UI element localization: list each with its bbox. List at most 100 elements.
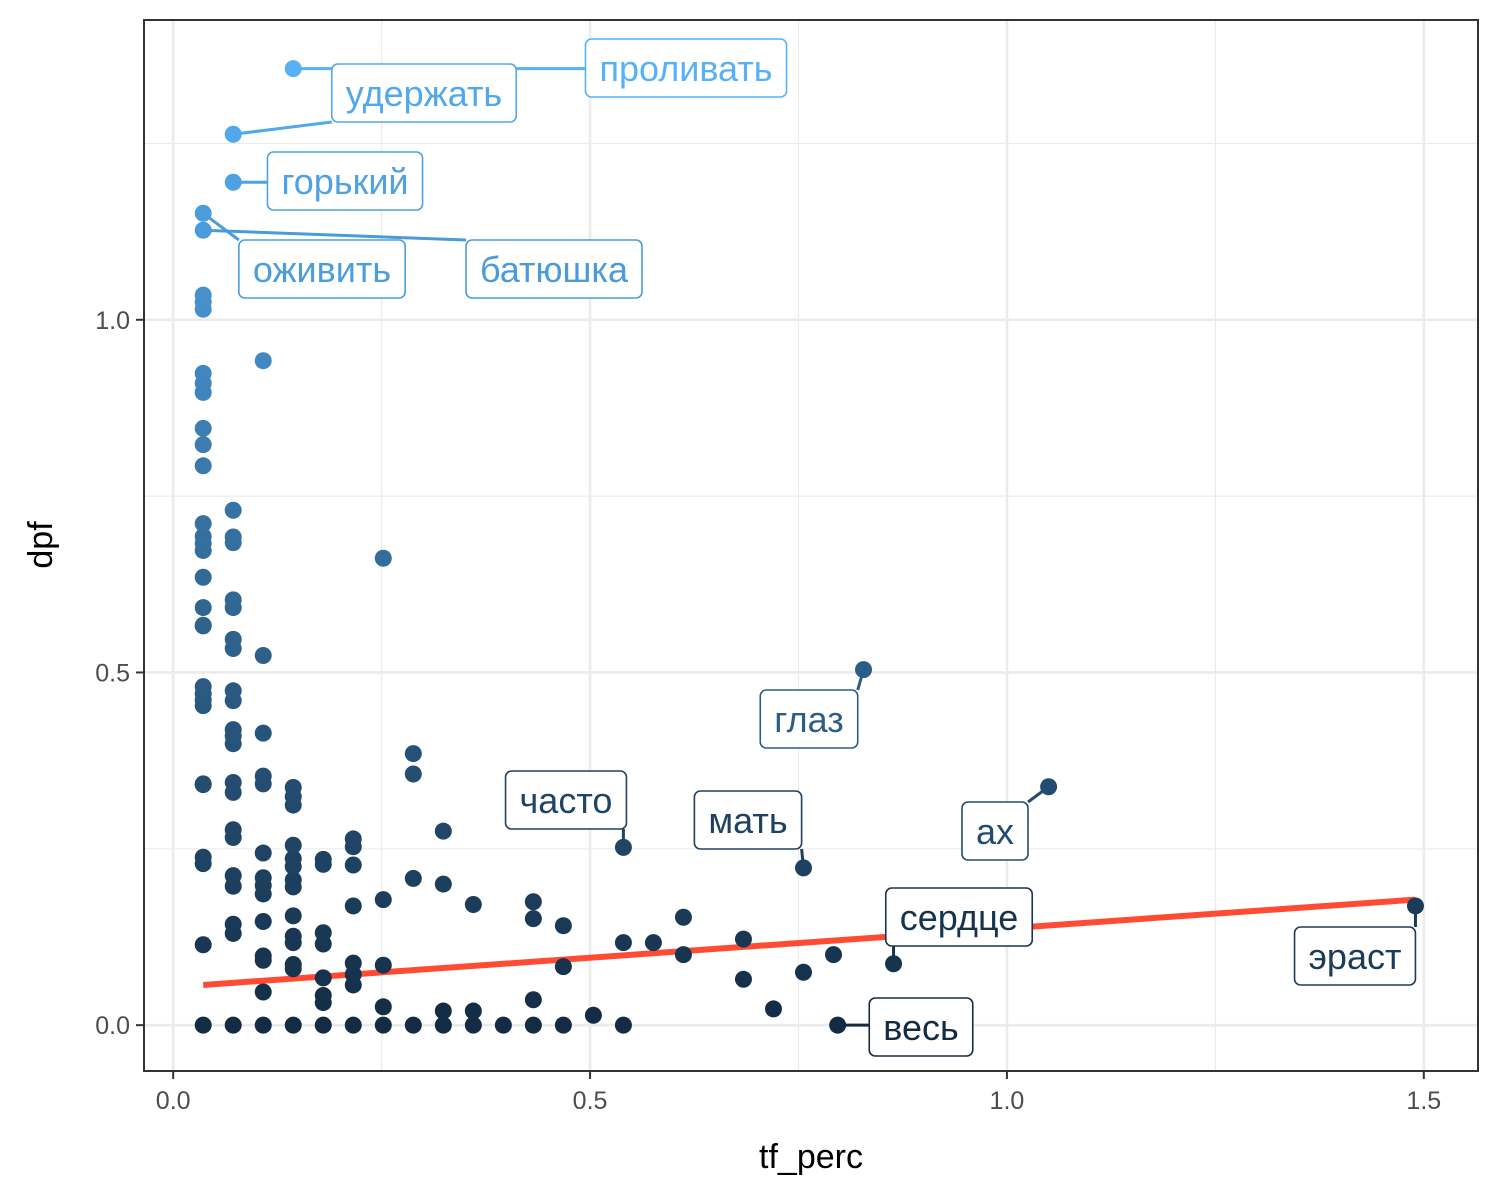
point-label: удержать [233, 63, 518, 136]
label-box [266, 151, 424, 211]
label-box [238, 239, 406, 299]
label-text: весь [883, 1007, 959, 1048]
data-point [224, 501, 242, 519]
data-point [374, 549, 392, 567]
data-point [764, 1000, 782, 1018]
data-point [434, 1016, 452, 1034]
label-connector [202, 212, 240, 242]
data-point [344, 1016, 362, 1034]
data-point [314, 969, 332, 987]
data-point [494, 1016, 512, 1034]
y-axis-ticks: 0.0 0.5 1.0 [95, 307, 144, 1040]
data-point [194, 436, 212, 454]
data-point [464, 1016, 482, 1034]
point-label: эраст [1293, 905, 1417, 986]
label-box [961, 801, 1029, 861]
data-point [194, 936, 212, 954]
x-tick-label: 1.5 [1406, 1087, 1441, 1115]
data-point [344, 856, 362, 874]
label-text: эраст [1309, 936, 1402, 977]
data-point [254, 724, 272, 742]
data-point [374, 998, 392, 1016]
data-point [194, 599, 212, 617]
data-point [284, 871, 302, 889]
data-point [464, 896, 482, 914]
data-point [254, 352, 272, 370]
data-point [314, 987, 332, 1005]
data-point [194, 775, 212, 793]
data-point [224, 915, 242, 933]
label-connector [1027, 785, 1050, 804]
data-point [344, 954, 362, 972]
data-point [524, 1016, 542, 1034]
plot-border [143, 19, 1479, 1072]
label-box [330, 63, 518, 123]
data-point [314, 850, 332, 868]
data-point [524, 991, 542, 1009]
data-point [254, 947, 272, 965]
data-point [194, 1016, 212, 1034]
data-point [254, 983, 272, 1001]
data-point [194, 419, 212, 437]
data-point [434, 1002, 452, 1020]
x-axis-title: tf_perc [759, 1138, 863, 1176]
data-point [194, 457, 212, 475]
data-point [284, 927, 302, 945]
data-point [614, 1016, 632, 1034]
label-box [693, 790, 803, 850]
y-axis-title: dpf [22, 521, 60, 569]
data-point [374, 1016, 392, 1034]
data-point [434, 875, 452, 893]
data-point [224, 867, 242, 885]
data-point [404, 765, 422, 783]
data-point [194, 527, 212, 545]
y-tick-label: 0.5 [95, 659, 130, 687]
data-point [254, 844, 272, 862]
y-tick-label: 0.0 [95, 1012, 130, 1040]
data-point [254, 767, 272, 785]
data-point [404, 869, 422, 887]
data-point [734, 970, 752, 988]
label-box [1293, 926, 1417, 986]
label-connector [233, 120, 332, 136]
data-point [584, 1006, 602, 1024]
point-label: проливать [293, 38, 788, 98]
data-point [254, 1016, 272, 1034]
data-point [194, 364, 212, 382]
point-label: весь [837, 997, 974, 1057]
point-labels: проливать удержать горький оживить батюшка гл… [202, 38, 1417, 1057]
data-point [434, 822, 452, 840]
data-point [254, 912, 272, 930]
major-gridlines [144, 20, 1478, 1071]
point-label: часто [504, 770, 628, 848]
data-point [224, 774, 242, 792]
data-point [224, 630, 242, 648]
data-point [284, 907, 302, 925]
trend-line [202, 896, 1416, 988]
data-point [404, 745, 422, 763]
label-text: сердце [900, 897, 1018, 938]
data-point [614, 934, 632, 952]
label-text: ах [976, 811, 1014, 852]
data-point [284, 778, 302, 796]
data-point [194, 286, 212, 304]
data-point [254, 869, 272, 887]
data-point [674, 908, 692, 926]
point-label: батюшка [203, 228, 643, 299]
label-box [504, 770, 628, 830]
label-text: глаз [774, 699, 843, 740]
data-point [224, 1016, 242, 1034]
data-point [404, 1016, 422, 1034]
y-tick-label: 1.0 [95, 307, 130, 335]
label-text: удержать [346, 73, 502, 114]
data-point [554, 917, 572, 935]
data-point [794, 963, 812, 981]
data-point [224, 528, 242, 546]
x-axis-ticks: 0.0 0.5 1.0 1.5 [156, 1071, 1441, 1115]
label-box [868, 997, 974, 1057]
data-point [224, 591, 242, 609]
label-text: мать [708, 800, 787, 841]
x-tick-label: 1.0 [990, 1087, 1025, 1115]
data-point [825, 946, 843, 964]
